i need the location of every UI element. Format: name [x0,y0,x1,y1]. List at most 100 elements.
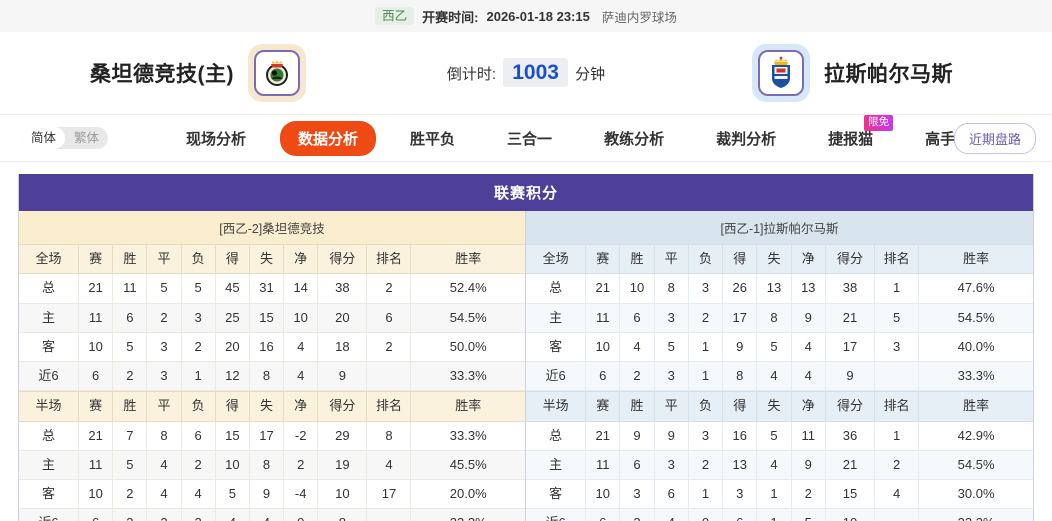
away-team[interactable]: 拉斯帕尔马斯 [752,44,953,102]
col-ga: 失 [756,391,792,422]
col-gd: 净 [283,391,319,422]
away-standings-header: [西乙-1]拉斯帕尔马斯 [526,211,1033,244]
col-ga: 失 [756,243,792,275]
cell-lost: 2 [688,303,724,333]
cell-ga: 4 [756,450,792,481]
tab-win-draw-lose[interactable]: 胜平负 [410,130,456,148]
limited-free-badge: 限免 [864,114,894,131]
cell-winrate: 45.5% [410,450,525,481]
cell-won: 6 [619,450,655,481]
lang-simplified-option[interactable]: 简体 [22,126,66,150]
col-played: 赛 [78,243,114,275]
cell-played: 11 [585,450,621,481]
cell-winrate: 33.3% [410,421,525,451]
cell-played: 6 [78,361,114,392]
home-team[interactable]: 桑坦德竞技(主) [90,44,306,102]
col-played: 赛 [585,243,621,275]
col-lost: 负 [688,243,724,275]
col-winrate: 胜率 [410,243,525,275]
row-label: 客 [526,479,587,510]
row-label: 主 [19,450,80,481]
cell-lost: 3 [688,421,724,451]
table-row: 近6 6 2 2 2 4 4 0 8 33.3% [19,508,525,521]
col-played: 赛 [78,391,114,422]
cell-gd: 4 [791,332,826,363]
row-label: 总 [526,421,587,451]
cell-gd: 9 [791,303,826,333]
tab-coach-analysis[interactable]: 教练分析 [604,130,665,148]
language-toggle[interactable]: 简体 繁体 [22,126,109,150]
row-label: 近6 [19,508,80,521]
col-gd: 净 [791,391,826,422]
cell-ga: 13 [756,273,792,304]
tab-live-analysis[interactable]: 现场分析 [186,130,247,148]
col-won: 胜 [112,243,148,275]
tab-three-in-one[interactable]: 三合一 [507,130,553,148]
cell-won: 6 [619,303,655,333]
cell-played: 10 [78,332,114,363]
cell-rank [874,361,920,392]
col-scope: 全场 [19,243,80,275]
row-label: 主 [526,450,587,481]
cell-played: 21 [78,421,114,451]
standings-split: [西乙-2]桑坦德竞技 全场 赛 胜 平 负 得 失 净 得分 排名 胜率 [19,211,1033,521]
table-row: 近6 6 2 3 1 12 8 4 9 33.3% [19,361,525,392]
cell-won: 2 [619,361,655,392]
cell-points: 36 [825,421,876,451]
teams-row: 桑坦德竞技(主) 倒计时: 1003 分钟 [0,32,1052,114]
home-half-table: 半场 赛 胜 平 负 得 失 净 得分 排名 胜率 总 [19,391,525,521]
cell-won: 5 [112,332,148,363]
row-label: 近6 [19,361,80,392]
cell-rank: 2 [366,273,412,304]
tab-data-analysis[interactable]: 数据分析 [280,120,377,156]
cell-lost: 0 [688,508,724,521]
cell-ga: 4 [249,508,285,521]
cell-lost: 2 [688,450,724,481]
lang-traditional-option[interactable]: 繁体 [74,130,100,145]
cell-drawn: 8 [146,421,182,451]
cell-gf: 16 [722,421,758,451]
row-label: 主 [526,303,587,333]
cell-played: 6 [585,361,621,392]
cell-rank: 2 [874,450,920,481]
tab-jiebaomao[interactable]: 捷报猫 限免 [802,114,899,149]
cell-ga: 4 [756,361,792,392]
cell-won: 9 [619,421,655,451]
cell-won: 7 [112,421,148,451]
cell-winrate: 33.3% [410,508,525,521]
col-ga: 失 [249,243,285,275]
col-lost: 负 [688,391,724,422]
cell-gd: 10 [283,303,319,333]
home-standings-header: [西乙-2]桑坦德竞技 [19,211,525,244]
cell-rank: 17 [366,479,412,510]
table-row: 主 11 6 2 3 25 15 10 20 6 54.5% [19,303,525,333]
cell-gd: 4 [283,361,319,392]
cell-gd: 4 [283,332,319,363]
cell-winrate: 33.3% [918,361,1033,392]
cell-played: 10 [78,479,114,510]
tab-referee-analysis[interactable]: 裁判分析 [716,130,777,148]
row-label: 客 [19,332,80,363]
cell-ga: 1 [756,508,792,521]
nav-items: 现场分析 数据分析 胜平负 三合一 教练分析 裁判分析 捷报猫 限免 高手推荐 [160,114,1011,156]
cell-won: 2 [619,508,655,521]
cell-played: 10 [585,479,621,510]
cell-winrate: 54.5% [410,303,525,333]
cell-rank: 5 [874,303,920,333]
cell-gd: 0 [283,508,319,521]
cell-ga: 1 [756,479,792,510]
col-lost: 负 [181,391,216,422]
col-scope: 半场 [526,391,587,422]
cell-ga: 5 [756,421,792,451]
col-drawn: 平 [654,391,689,422]
cell-lost: 4 [181,479,216,510]
cell-points: 18 [317,332,368,363]
cell-rank: 4 [874,479,920,510]
cell-gf: 17 [722,303,758,333]
table-header-row: 半场 赛 胜 平 负 得 失 净 得分 排名 胜率 [19,391,525,422]
cell-ga: 15 [249,303,285,333]
home-standings: [西乙-2]桑坦德竞技 全场 赛 胜 平 负 得 失 净 得分 排名 胜率 [19,211,526,521]
recent-odds-button[interactable]: 近期盘路 [953,122,1036,154]
cell-ga: 8 [756,303,792,333]
cell-gd: 4 [791,361,826,392]
